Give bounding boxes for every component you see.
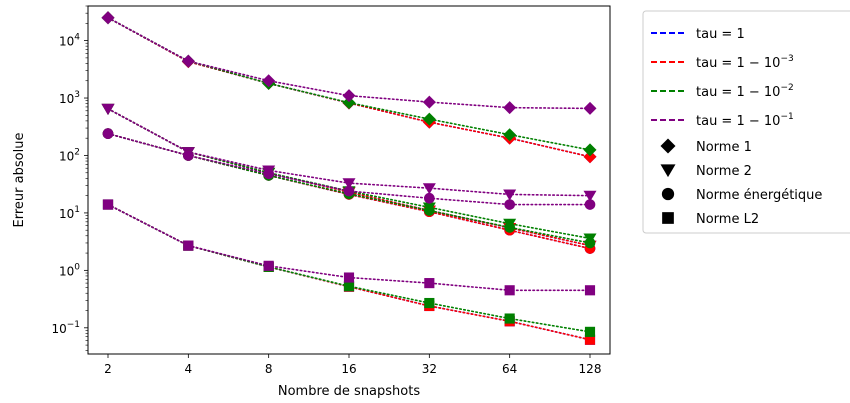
- x-axis-label: Nombre de snapshots: [278, 384, 420, 399]
- data-point: [342, 96, 356, 110]
- x-tick-label: 16: [341, 362, 356, 376]
- data-point: [263, 168, 274, 180]
- data-point: [102, 199, 114, 210]
- legend-label: tau = 1 − 10−2: [696, 83, 794, 100]
- y-axis-label: Erreur absolue: [12, 133, 27, 228]
- data-point: [343, 281, 355, 292]
- x-tick-label: 8: [265, 362, 273, 376]
- legend-entry-tau: tau = 1 − 10−3: [651, 54, 794, 71]
- y-tick-label: 102: [59, 147, 80, 163]
- data-point: [583, 150, 597, 164]
- data-point: [504, 285, 515, 296]
- data-point: [584, 237, 596, 249]
- y-tick-label: 101: [59, 205, 80, 221]
- legend-label: tau = 1: [696, 27, 745, 42]
- data-point: [584, 285, 596, 296]
- legend-label: Norme énergétique: [696, 188, 822, 203]
- series-layer: [101, 11, 597, 345]
- legend: tau = 1 tau = 1 − 10−3 tau = 1 − 10−2 tau =…: [642, 10, 850, 234]
- legend-box: [642, 10, 850, 234]
- data-point: [504, 222, 515, 233]
- data-point: [101, 103, 115, 115]
- data-point: [583, 143, 597, 157]
- data-point: [181, 54, 195, 68]
- legend-entry-norm: Norme 1: [660, 138, 752, 155]
- legend-label: tau = 1 − 10−1: [696, 112, 794, 129]
- series-11: [102, 128, 596, 210]
- legend-entry-tau: tau = 1 − 10−1: [651, 112, 794, 129]
- x-tick-label: 64: [502, 362, 517, 376]
- data-point: [504, 199, 515, 210]
- data-point: [342, 89, 356, 103]
- data-point: [584, 326, 596, 337]
- series-3: [101, 11, 597, 115]
- legend-label: tau = 1 − 10−3: [696, 54, 794, 71]
- legend-entry-norm: Norme 2: [660, 164, 752, 179]
- legend-marker: [661, 187, 675, 201]
- legend-label: Norme L2: [696, 212, 759, 227]
- legend-marker: [660, 138, 676, 154]
- legend-marker: [660, 164, 676, 178]
- legend-marker: [662, 212, 674, 224]
- legend-entry-tau: tau = 1: [651, 27, 745, 42]
- data-point: [503, 101, 517, 115]
- data-point: [504, 313, 515, 324]
- y-tick-label: 100: [59, 262, 80, 278]
- series-15: [102, 199, 596, 296]
- data-point: [102, 128, 114, 139]
- x-tick-label: 2: [104, 362, 112, 376]
- data-point: [183, 240, 194, 251]
- data-point: [424, 192, 435, 204]
- x-tick-label: 32: [422, 362, 437, 376]
- data-point: [424, 297, 435, 309]
- legend-entry-tau: tau = 1 − 10−2: [651, 83, 794, 100]
- data-point: [503, 189, 517, 201]
- data-point: [183, 150, 194, 161]
- legend-entry-norm: Norme L2: [662, 212, 759, 227]
- data-point: [342, 178, 356, 190]
- data-point: [422, 183, 436, 195]
- data-point: [343, 185, 355, 197]
- data-point: [583, 101, 597, 115]
- y-tick-label: 104: [59, 33, 80, 49]
- data-point: [424, 278, 435, 289]
- data-point: [503, 128, 517, 142]
- data-point: [584, 334, 596, 345]
- data-point: [262, 74, 276, 88]
- data-point: [422, 95, 436, 109]
- x-tick-label: 4: [185, 362, 193, 376]
- legend-entry-norm: Norme énergétique: [661, 187, 822, 203]
- data-point: [101, 11, 115, 25]
- axes-layer: 2 4 8 16 32 64 128 10−1 100 101 102 103 104 Nombre de…: [12, 5, 611, 399]
- data-point: [584, 199, 596, 210]
- y-tick-label: 103: [59, 90, 80, 106]
- legend-label: Norme 1: [696, 140, 752, 155]
- data-point: [583, 190, 597, 202]
- legend-label: Norme 2: [696, 164, 752, 179]
- data-point: [263, 260, 274, 271]
- data-point: [424, 205, 435, 216]
- x-tick-label: 128: [579, 362, 602, 376]
- data-point: [343, 272, 355, 283]
- series-7: [101, 103, 597, 202]
- data-point: [422, 112, 436, 126]
- y-tick-label: 10−1: [51, 320, 80, 336]
